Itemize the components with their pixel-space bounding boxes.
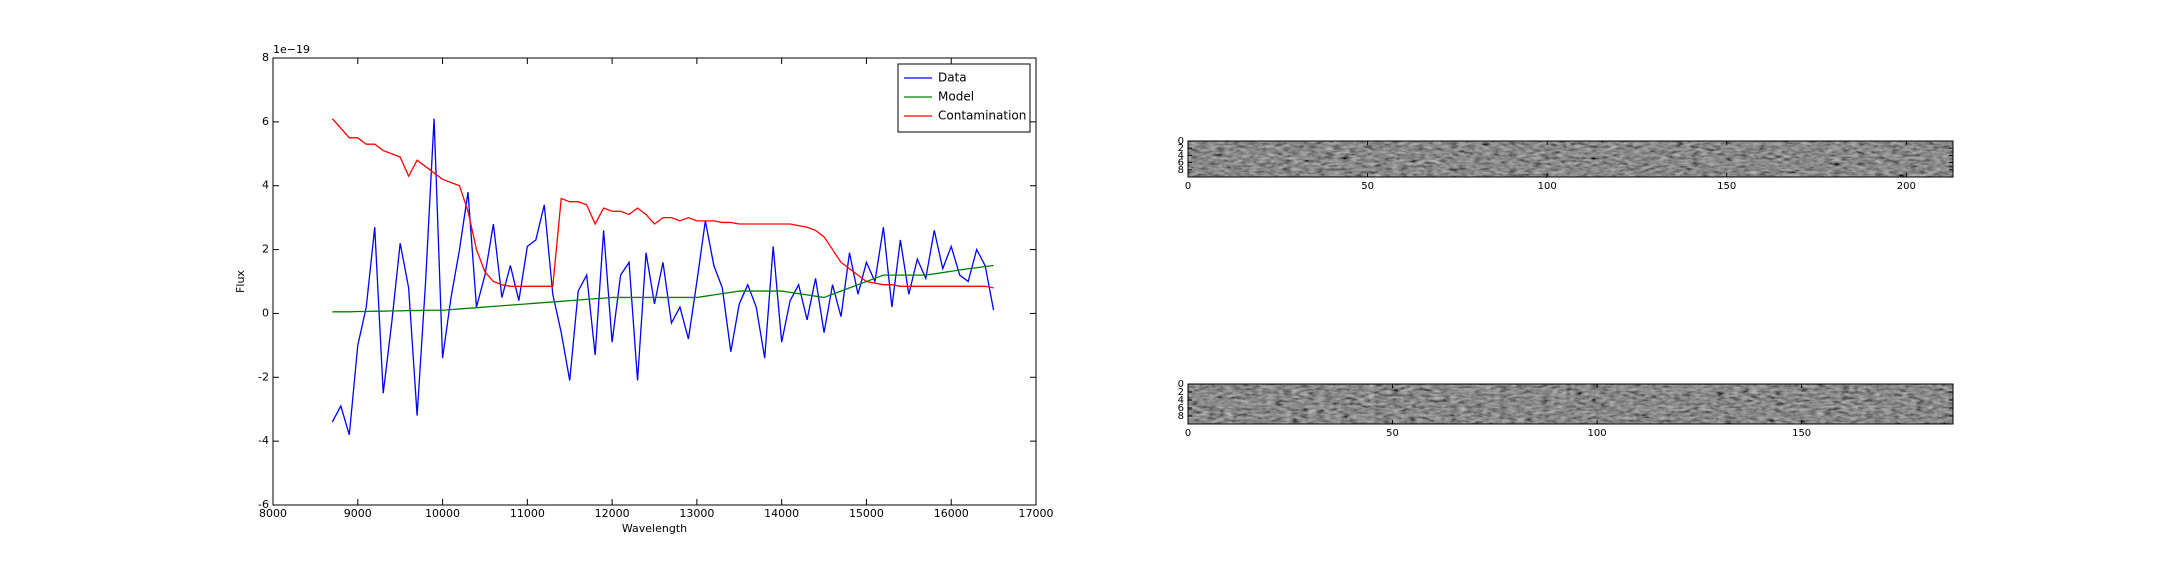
x-tick-label: 50 — [1361, 181, 1374, 192]
x-tick-label: 13000 — [679, 507, 714, 520]
x-tick-label: 9000 — [344, 507, 372, 520]
offset-label: 1e−19 — [273, 43, 310, 56]
y-tick-label: 2 — [1178, 387, 1184, 398]
legend-label: Contamination — [938, 109, 1026, 123]
x-tick-label: 200 — [1897, 181, 1916, 192]
x-tick-label: 17000 — [1019, 507, 1054, 520]
axes-frame — [272, 57, 1037, 506]
x-tick-label: 16000 — [934, 507, 969, 520]
x-tick-label: 8000 — [259, 507, 287, 520]
x-tick-label: 100 — [1538, 181, 1557, 192]
y-tick-label: 2 — [1178, 143, 1184, 154]
y-tick-label: -2 — [258, 370, 269, 383]
axes-frame — [1187, 140, 1954, 178]
y-tick-label: 6 — [1178, 158, 1184, 169]
y-tick-label: 8 — [262, 51, 269, 64]
x-tick-label: 14000 — [764, 507, 799, 520]
y-tick-label: 4 — [1178, 150, 1184, 161]
y-tick-label: 0 — [1178, 136, 1184, 147]
axes-frame — [1187, 383, 1954, 425]
x-tick-label: 100 — [1588, 428, 1607, 439]
series-line — [332, 264, 994, 313]
y-tick-label: -4 — [258, 434, 269, 447]
y-tick-label: 4 — [1178, 395, 1184, 406]
y-axis-label: Flux — [234, 270, 247, 293]
y-tick-label: 6 — [262, 115, 269, 128]
y-tick-label: 8 — [1178, 165, 1184, 176]
y-tick-label: 0 — [1178, 379, 1184, 390]
x-tick-label: 15000 — [849, 507, 884, 520]
x-tick-label: 12000 — [595, 507, 630, 520]
y-tick-label: 8 — [1178, 411, 1184, 422]
legend-label: Data — [938, 71, 967, 85]
x-axis-label: Wavelength — [622, 522, 687, 535]
image — [1188, 384, 1953, 424]
x-tick-label: 0 — [1185, 181, 1191, 192]
series-line — [331, 118, 994, 289]
x-tick-label: 150 — [1717, 181, 1736, 192]
y-tick-label: -6 — [258, 498, 269, 511]
x-tick-label: 150 — [1792, 428, 1811, 439]
x-tick-label: 10000 — [425, 507, 460, 520]
x-tick-label: 0 — [1185, 428, 1191, 439]
y-tick-label: 4 — [262, 179, 269, 192]
image — [1188, 141, 1953, 177]
legend-label: Model — [938, 90, 974, 104]
y-tick-label: 2 — [262, 243, 269, 256]
series-line — [331, 118, 995, 435]
legend-box — [897, 63, 1031, 133]
y-tick-label: 6 — [1178, 403, 1184, 414]
x-tick-label: 11000 — [510, 507, 545, 520]
x-tick-label: 50 — [1386, 428, 1399, 439]
y-tick-label: 0 — [262, 306, 269, 319]
